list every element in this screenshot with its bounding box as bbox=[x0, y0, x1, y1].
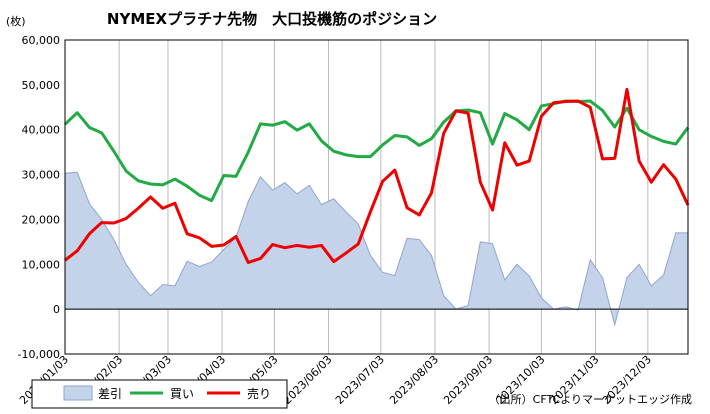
legend: 差引 買い 売り bbox=[31, 379, 288, 409]
y-tick-label: 60,000 bbox=[22, 34, 61, 47]
legend-label-buy: 買い bbox=[170, 387, 194, 401]
y-tick-label: 10,000 bbox=[22, 258, 61, 271]
legend-label-sell: 売り bbox=[247, 386, 271, 401]
chart-title: NYMEXプラチナ先物 大口投機筋のポジション bbox=[107, 10, 437, 28]
y-tick-label: 20,000 bbox=[22, 213, 61, 226]
y-axis-unit: (枚) bbox=[6, 14, 26, 28]
x-tick-label: 2023/09/03 bbox=[441, 353, 495, 407]
axes bbox=[64, 39, 689, 355]
series-line-buy bbox=[63, 99, 690, 203]
y-tick-label: -10,000 bbox=[18, 348, 60, 361]
y-tick-label: 0 bbox=[53, 303, 60, 316]
source-note: （出所）CFTCよりマーケットエッジ作成 bbox=[489, 392, 692, 406]
y-tick-label: 50,000 bbox=[22, 79, 61, 92]
y-tick-label: 30,000 bbox=[22, 169, 61, 182]
line-series bbox=[63, 87, 690, 264]
x-tick-label: 2023/07/03 bbox=[333, 353, 387, 407]
y-tick-labels: -10,000 0 10,000 20,000 30,000 40,000 50,000 60… bbox=[18, 34, 60, 361]
series-area-diff bbox=[64, 171, 689, 327]
area-series bbox=[64, 171, 689, 327]
x-tick-label: 2023/08/03 bbox=[387, 353, 441, 407]
series-line-sell bbox=[64, 87, 690, 264]
x-tick-label: 2023/06/03 bbox=[281, 353, 335, 407]
legend-label-diff: 差引 bbox=[98, 387, 122, 401]
plot-frame bbox=[64, 39, 689, 355]
legend-swatch-area bbox=[63, 385, 93, 401]
y-tick-label: 40,000 bbox=[22, 124, 61, 137]
